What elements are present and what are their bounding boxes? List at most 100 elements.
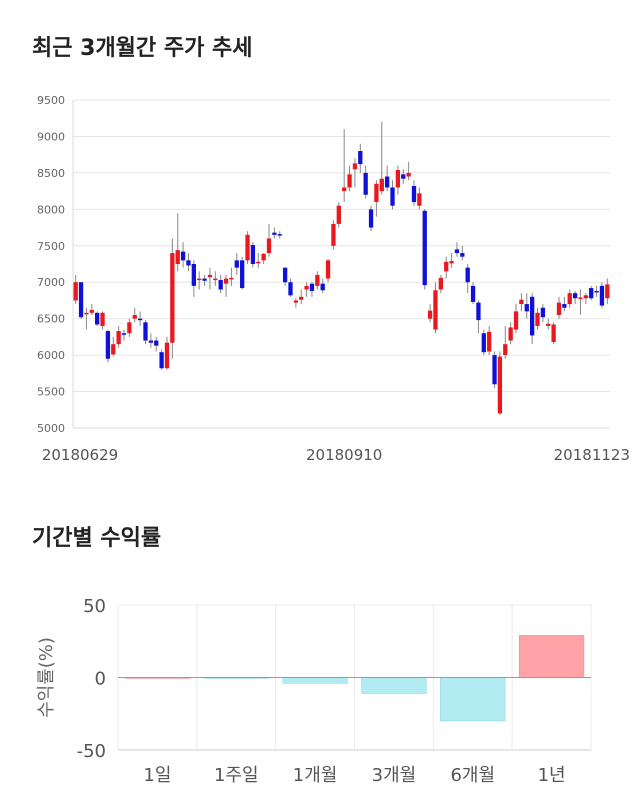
candle <box>245 231 250 264</box>
candle <box>395 165 401 195</box>
candle <box>309 282 315 297</box>
candle <box>368 205 374 232</box>
candle-body <box>347 174 352 188</box>
candle <box>352 158 358 188</box>
candle <box>567 289 572 308</box>
candle <box>89 304 94 316</box>
return-bar <box>361 677 427 694</box>
candle <box>390 180 395 210</box>
candle <box>363 165 368 199</box>
candle-body <box>229 277 234 280</box>
candle-body <box>320 283 325 291</box>
price-chart-title: 최근 3개월간 주가 추세 <box>32 36 253 61</box>
candle <box>73 274 78 305</box>
candle-body <box>218 280 223 290</box>
candle-body <box>154 340 159 346</box>
candle <box>282 267 288 286</box>
candle <box>449 253 454 268</box>
candle <box>331 220 336 250</box>
candle-body <box>497 356 503 414</box>
candle-body <box>299 296 304 300</box>
candle <box>116 325 121 348</box>
candle <box>186 253 191 272</box>
candle-body <box>444 261 449 272</box>
return-x-tick-label: 1개월 <box>293 765 338 786</box>
candle-body <box>127 322 132 334</box>
candle-body <box>95 312 100 325</box>
candle <box>159 349 164 370</box>
candle <box>551 322 556 345</box>
candle <box>411 180 417 206</box>
candle <box>562 296 567 312</box>
candle-body <box>599 285 605 306</box>
candle <box>427 304 433 323</box>
candle-body <box>422 210 427 286</box>
candle <box>100 311 105 330</box>
candle-body <box>73 282 78 301</box>
candle-body <box>336 205 341 224</box>
candle <box>154 336 159 352</box>
return-x-tick-label: 1일 <box>143 765 171 786</box>
candle-body <box>513 311 519 330</box>
candle-body <box>546 323 551 326</box>
candle-body <box>460 253 465 257</box>
candle <box>256 253 261 268</box>
candle-body <box>433 290 438 330</box>
candle <box>288 278 293 297</box>
candle <box>137 311 143 326</box>
candle-body <box>572 293 578 299</box>
candle <box>207 267 213 290</box>
candle <box>261 253 266 264</box>
candle-body <box>282 267 288 283</box>
candle <box>272 227 277 239</box>
candle <box>202 274 207 286</box>
candle <box>438 274 443 294</box>
candle-body <box>411 186 417 203</box>
candle-body <box>309 283 315 291</box>
candle-body <box>379 178 384 192</box>
price-candlestick-chart: 5000 5500 6000 6500 7000 7500 8000 8500 9000 9500… <box>37 94 630 464</box>
candle-body <box>207 274 213 278</box>
candle <box>250 242 256 268</box>
candle <box>379 121 384 195</box>
return-chart-axes: -50 0 50 1일 1주일 1개월 3개월 6개월 1년 수익률(%) <box>36 596 591 786</box>
candle <box>191 260 196 297</box>
candle-body <box>390 187 395 206</box>
candle-body <box>315 274 320 286</box>
candle-body <box>277 234 282 236</box>
candle <box>546 318 551 330</box>
candle-body <box>374 183 379 203</box>
candle <box>105 329 111 363</box>
price-y-tick-label: 6500 <box>37 313 65 326</box>
candle <box>347 165 352 192</box>
candle-body <box>137 318 143 321</box>
candle-body <box>159 352 164 369</box>
candle-body <box>148 340 154 343</box>
price-y-tick-label: 9000 <box>37 130 65 143</box>
candle <box>127 318 132 337</box>
candle <box>519 293 524 312</box>
candle-body <box>406 172 411 177</box>
candle <box>143 320 148 345</box>
candle <box>325 258 331 283</box>
candle-body <box>240 260 245 289</box>
candle-body <box>476 302 481 321</box>
candle <box>599 282 605 308</box>
candle-body <box>358 151 363 165</box>
candle <box>175 212 180 272</box>
candle <box>529 293 535 345</box>
candle <box>583 293 588 305</box>
price-x-tick-label: 20180629 <box>42 446 118 464</box>
candle-body <box>594 290 599 293</box>
candle-body <box>89 309 94 313</box>
candle <box>470 282 476 305</box>
candle-body <box>562 304 567 308</box>
candle <box>503 325 508 359</box>
candle-body <box>556 302 562 316</box>
candle-body <box>551 324 556 342</box>
candle-body <box>503 344 508 356</box>
candle-body <box>293 300 299 303</box>
candle <box>605 278 610 305</box>
candle <box>299 289 304 305</box>
candle-body <box>454 249 460 254</box>
